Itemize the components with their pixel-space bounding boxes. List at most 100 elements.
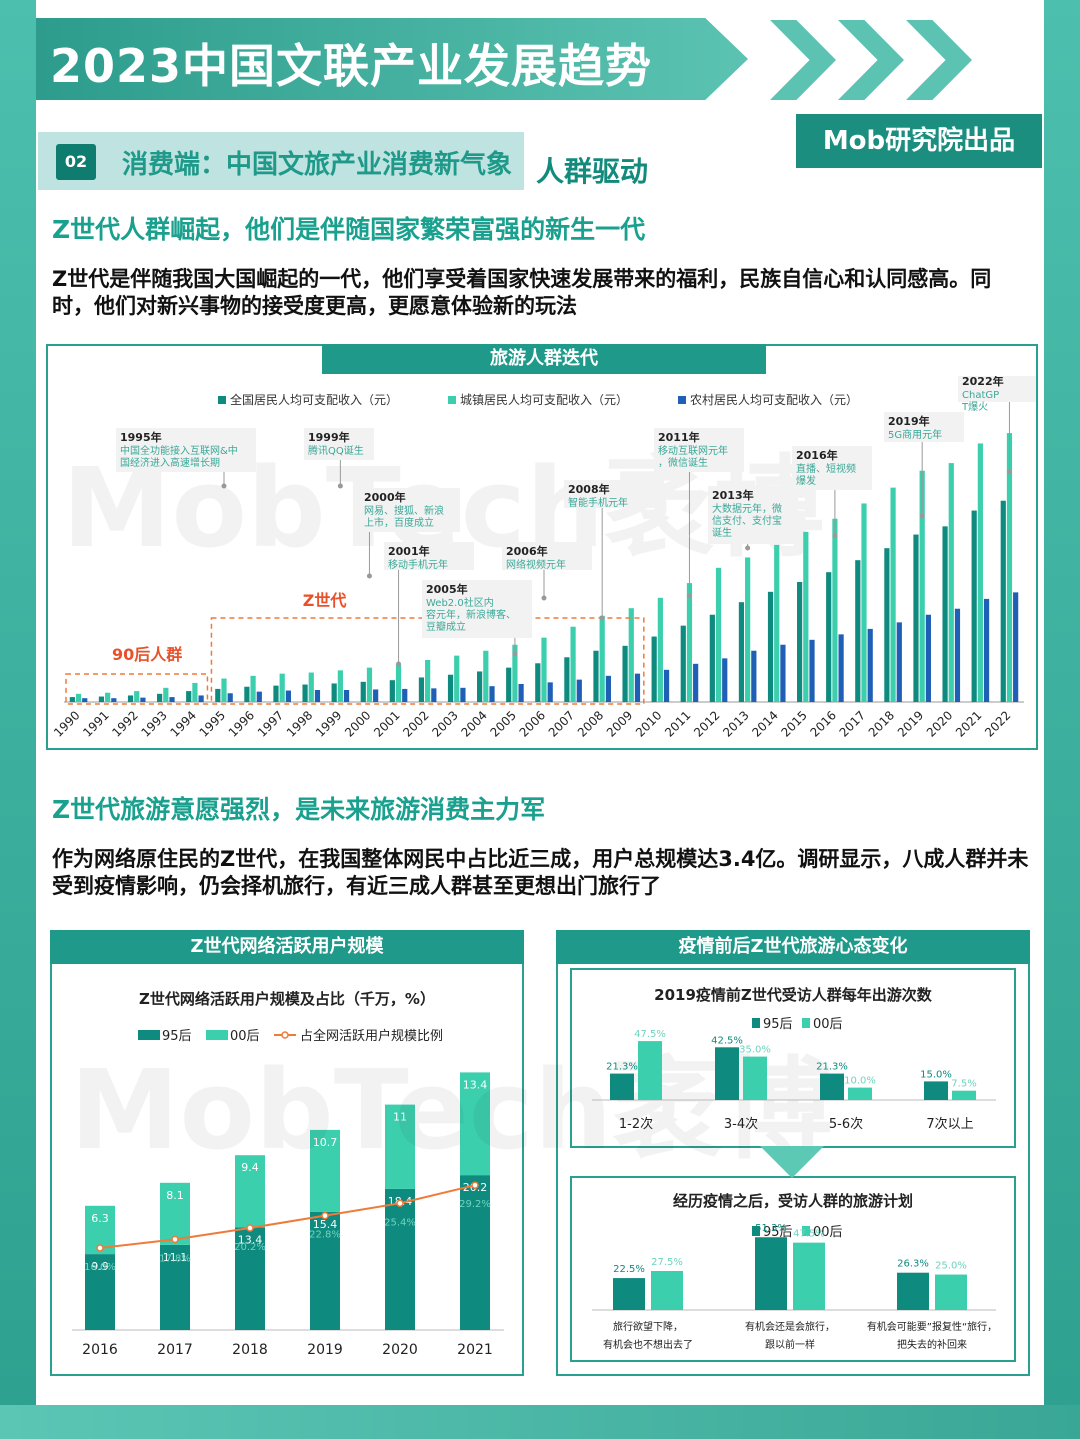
x-tick-label: 1-2次 (619, 1116, 653, 1132)
income-bar (628, 608, 634, 702)
plan-bar (793, 1242, 825, 1310)
milestone-year: 2006年 (506, 544, 548, 558)
income-bar (971, 510, 977, 702)
milestone-text: 腾讯QQ诞生 (308, 444, 364, 457)
milestone-text: 智能手机元年 (568, 496, 628, 509)
value-label: 22.5% (613, 1264, 645, 1275)
income-bar (599, 615, 605, 702)
income-bar (983, 598, 990, 702)
legend-swatch (802, 1018, 810, 1028)
income-bar (1000, 500, 1006, 702)
income-bar (919, 470, 925, 702)
x-tick-label: 5-6次 (829, 1116, 863, 1132)
page-title: 2023中国文联产业发展趋势 (50, 39, 653, 93)
x-tick-label: 1993 (138, 708, 169, 739)
income-bar (722, 658, 728, 702)
milestone-box (384, 542, 474, 570)
income-bar (686, 583, 693, 702)
down-arrow-icon (760, 1146, 824, 1178)
legend-swatch (678, 396, 686, 404)
milestone-year: 2005年 (426, 582, 468, 596)
income-bar (657, 597, 663, 702)
income-bar (140, 697, 146, 702)
value-label: 42.5% (711, 1035, 743, 1046)
legend-label: 00后 (813, 1017, 843, 1032)
x-tick-label: 2007 (546, 708, 577, 739)
income-bar (250, 675, 256, 702)
income-bar (111, 698, 117, 702)
value-label: 11 (393, 1111, 407, 1124)
section-bar (38, 132, 524, 190)
group-box (65, 673, 209, 705)
income-bar (256, 691, 262, 702)
legend-swatch (752, 1018, 760, 1028)
income-bar (75, 693, 82, 702)
chevron-right-icon (838, 20, 904, 100)
share-marker (321, 1211, 329, 1220)
section-number: 02 (56, 144, 96, 180)
income-bar (948, 463, 954, 702)
milestone-dot (919, 513, 925, 519)
chevron-right-icon (770, 20, 836, 100)
trips-per-year-chart: 2019疫情前Z世代受访人群每年出游次数 95后 00后 21.3% 47.5% 1-2次… (592, 986, 996, 1132)
plan-bar (897, 1272, 929, 1310)
x-tick-label: 2016 (808, 708, 839, 739)
legend-swatch (218, 396, 226, 404)
income-bar (709, 614, 715, 702)
income-bar (942, 526, 948, 702)
x-tick-label: 2020 (924, 708, 955, 739)
plan-bar (651, 1271, 683, 1310)
milestone-dot (1006, 469, 1012, 475)
income-bar (1013, 592, 1019, 702)
milestone-text: ChatGP T爆火 (961, 390, 999, 413)
milestone-text: 5G商用元年 (888, 428, 942, 441)
income-bar (838, 634, 844, 702)
chart2-title: Z世代网络活跃用户规模及占比（千万，%） (139, 990, 435, 1008)
milestone-text: 直播、短视频爆发 (796, 462, 856, 487)
legend-label: 95后 (763, 1225, 793, 1240)
income-bar (192, 682, 198, 702)
legend-label: 95后 (763, 1017, 793, 1032)
income-bar (69, 697, 75, 702)
milestone-box (116, 428, 256, 472)
value-label: 10.7 (313, 1136, 338, 1149)
block1-paragraph: Z世代是伴随我国大国崛起的一代，他们享受着国家快速发展带来的福利，民族自信心和认… (52, 267, 992, 318)
income-bar (221, 678, 227, 702)
income-bar (343, 690, 350, 702)
milestone-box (654, 428, 744, 472)
x-tick-label: 2000 (342, 708, 373, 739)
income-bar (774, 544, 780, 702)
legend-label: 95后 (162, 1029, 192, 1044)
income-bar (541, 637, 547, 702)
x-tick-label: 2015 (778, 708, 809, 739)
plan-bar (613, 1278, 645, 1310)
trips-bar (924, 1081, 948, 1100)
bottom-frame (0, 1405, 1080, 1439)
share-marker (246, 1224, 254, 1232)
milestone-box (564, 480, 664, 508)
chevron-right-icon (906, 20, 972, 100)
income-bar (395, 664, 402, 702)
income-bar (169, 697, 175, 702)
milestone-text: 大数据元年，微信支付、支付宝诞生 (712, 502, 782, 539)
income-bar (418, 677, 425, 702)
income-bar (693, 663, 699, 702)
income-bar (651, 636, 657, 702)
milestone-dot (512, 651, 518, 657)
x-tick-label: 2002 (400, 708, 431, 739)
x-tick-label: 2021 (953, 708, 984, 739)
value-label: 27.5% (651, 1257, 683, 1268)
x-tick-label: 1990 (51, 708, 82, 739)
x-tick-label: 2005 (488, 708, 519, 739)
x-tick-label: 2012 (691, 708, 722, 739)
milestone-dot (599, 615, 605, 621)
value-label: 15.0% (920, 1069, 952, 1080)
value-label: 10.0% (844, 1076, 876, 1087)
milestone-box (502, 542, 592, 570)
milestone-box (958, 376, 1036, 402)
milestone-year: 2008年 (568, 482, 610, 496)
income-bar (884, 548, 890, 702)
legend-swatch (206, 1030, 228, 1040)
income-bar (477, 671, 483, 702)
income-bar (954, 608, 961, 702)
